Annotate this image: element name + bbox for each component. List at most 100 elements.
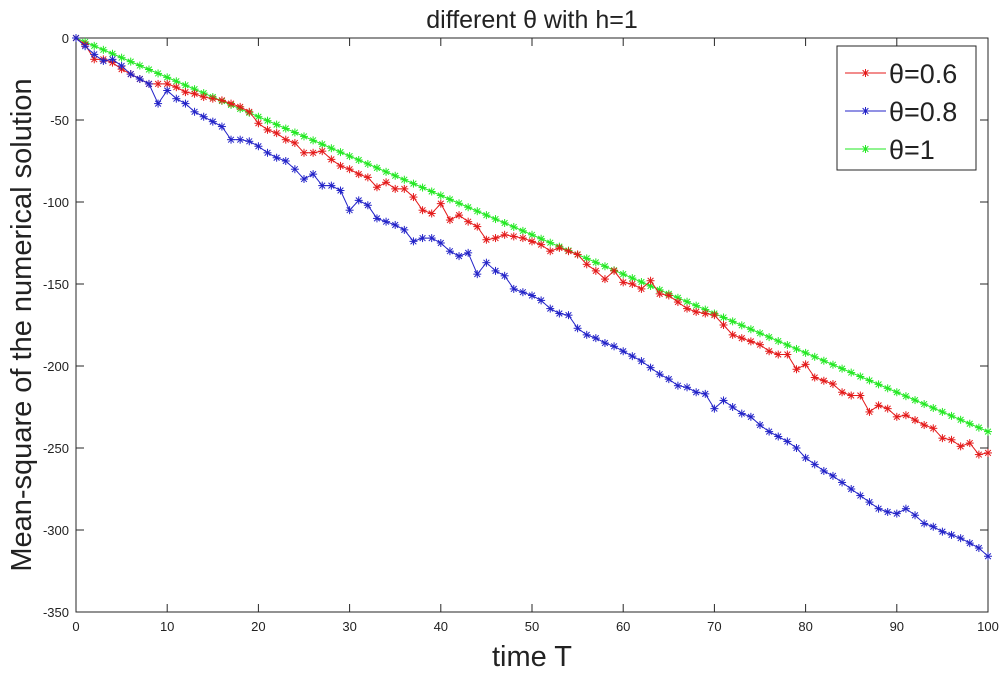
data-point	[354, 170, 363, 179]
data-point	[537, 240, 546, 249]
data-point	[792, 344, 801, 353]
axes-box	[75, 37, 989, 613]
data-point	[956, 442, 965, 451]
data-point	[99, 45, 108, 54]
data-point	[637, 357, 646, 366]
data-point	[847, 391, 856, 400]
data-point	[710, 404, 719, 413]
data-point	[920, 519, 929, 528]
data-point	[327, 144, 336, 153]
data-point	[217, 122, 226, 131]
data-point	[792, 444, 801, 452]
data-point	[947, 411, 956, 420]
y-tick-label: -350	[43, 605, 69, 620]
y-tick-label: -300	[43, 523, 69, 538]
data-point	[300, 132, 308, 141]
data-point	[227, 99, 236, 108]
data-point	[929, 522, 938, 531]
data-point	[245, 137, 254, 146]
x-tick-label: 20	[251, 619, 265, 634]
data-point	[883, 384, 892, 393]
y-tick-label: -250	[43, 441, 69, 456]
legend-marker	[861, 145, 870, 153]
data-point	[537, 234, 546, 243]
data-point	[838, 388, 847, 397]
data-point	[427, 234, 436, 243]
data-point	[683, 383, 692, 392]
data-point	[929, 403, 938, 412]
data-point	[391, 184, 400, 193]
data-point	[801, 348, 810, 357]
data-point	[555, 309, 564, 318]
legend-entry: θ=0.6	[845, 59, 957, 89]
data-point	[172, 94, 181, 103]
data-point	[327, 155, 336, 164]
legend-marker	[861, 69, 870, 77]
data-point	[290, 165, 299, 174]
data-point	[500, 271, 509, 280]
data-point	[363, 159, 372, 168]
data-point	[619, 270, 628, 279]
legend-marker	[861, 107, 870, 115]
data-point	[865, 407, 874, 416]
data-point	[683, 304, 692, 313]
data-point	[874, 401, 883, 410]
y-tick-label: -100	[43, 195, 69, 210]
data-point	[546, 304, 555, 313]
legend-entry: θ=1	[845, 135, 935, 165]
data-point	[564, 311, 573, 320]
data-point	[746, 337, 755, 346]
data-point	[290, 128, 299, 137]
data-point	[619, 347, 628, 356]
data-point	[737, 334, 746, 343]
data-point	[911, 511, 920, 520]
data-point	[819, 466, 828, 475]
data-point	[181, 99, 190, 108]
data-point	[600, 275, 609, 284]
data-point	[892, 509, 901, 518]
data-point	[90, 41, 99, 50]
data-point	[263, 116, 272, 125]
data-point	[491, 215, 500, 224]
data-point	[847, 368, 856, 377]
data-point	[600, 262, 609, 271]
data-point	[254, 142, 263, 151]
data-point	[838, 364, 847, 373]
data-point	[746, 412, 755, 421]
data-point	[436, 191, 445, 200]
data-point	[573, 324, 582, 333]
plot-area: 0 10 20 30 40 50 60 70 80 90 100 0 -50 -100 -150 -200 -…	[43, 31, 999, 634]
data-point	[573, 250, 582, 259]
series-1	[72, 34, 992, 561]
data-point	[409, 193, 418, 202]
data-point	[363, 201, 372, 210]
data-point	[281, 135, 290, 144]
data-point	[391, 171, 400, 180]
data-point	[418, 183, 427, 192]
data-point	[363, 173, 372, 182]
data-point	[828, 380, 837, 389]
data-point	[892, 388, 901, 397]
data-point	[765, 333, 774, 342]
data-point	[509, 222, 518, 231]
data-point	[436, 199, 445, 208]
data-point	[774, 432, 783, 441]
data-point	[99, 56, 108, 65]
data-point	[491, 266, 500, 275]
data-point	[391, 220, 400, 229]
data-point	[984, 427, 992, 436]
data-point	[564, 247, 573, 256]
data-point	[245, 107, 254, 116]
data-point	[774, 337, 783, 346]
data-point	[190, 89, 199, 98]
data-point	[637, 278, 646, 287]
data-point	[154, 79, 163, 88]
data-point	[628, 352, 637, 361]
y-tick-label: 0	[62, 31, 69, 46]
data-point	[354, 156, 363, 165]
data-point	[655, 289, 664, 298]
data-point	[901, 411, 910, 420]
data-point	[920, 400, 929, 409]
data-point	[737, 321, 746, 330]
data-point	[445, 216, 454, 225]
